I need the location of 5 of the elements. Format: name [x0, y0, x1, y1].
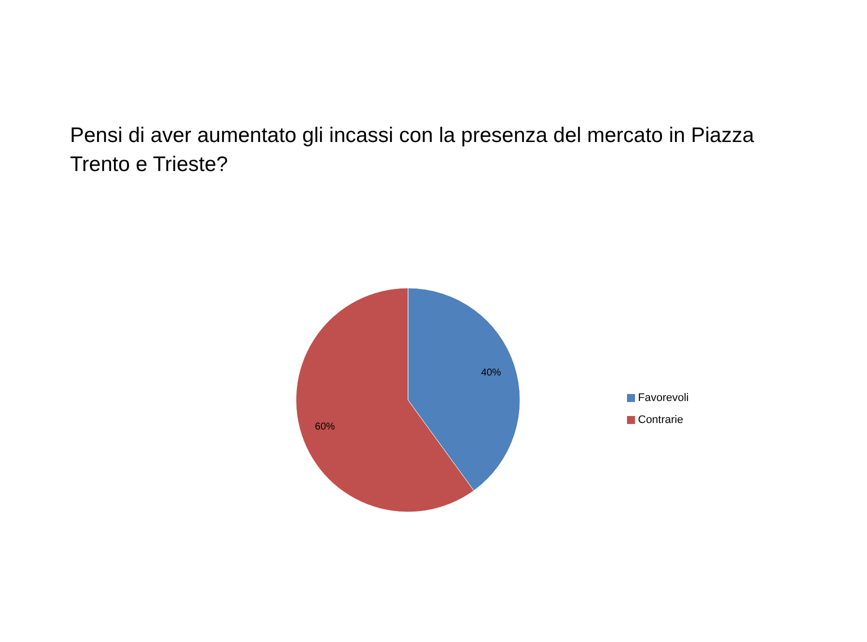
legend-label: Favorevoli — [638, 392, 689, 404]
data-label: 60% — [314, 422, 336, 433]
chart-title: Pensi di aver aumentato gli incassi con la presenza del mercato in Piazza Trento e Trieste? — [70, 123, 756, 178]
data-label: 40% — [481, 368, 502, 379]
legend-label: Contrarie — [638, 414, 684, 426]
